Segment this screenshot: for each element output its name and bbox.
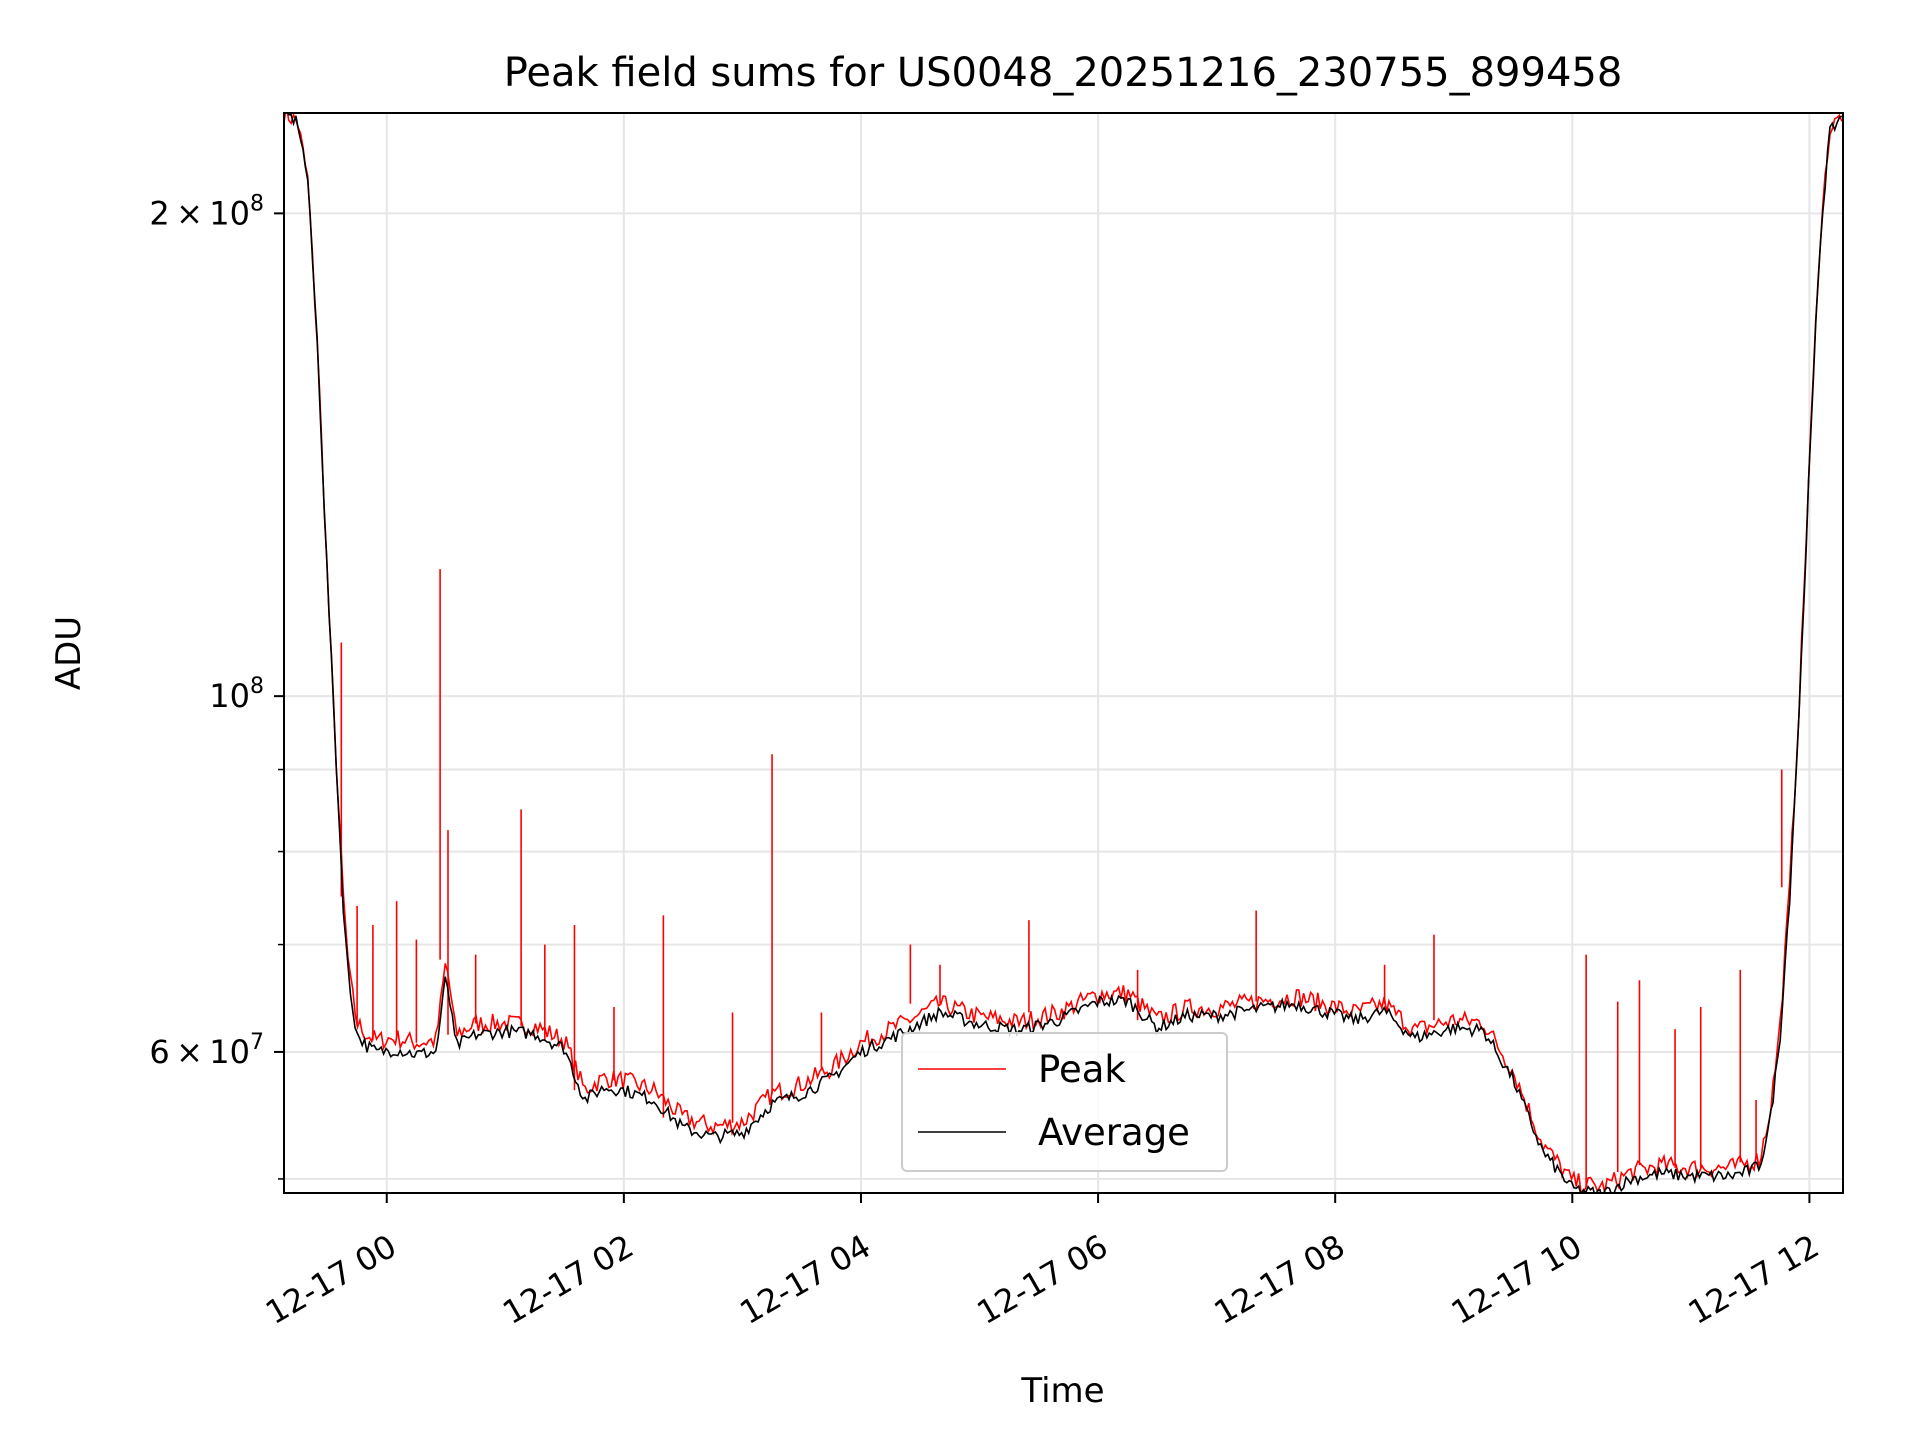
legend-average-label: Average [1038, 1111, 1190, 1154]
y-tick-label: 6 × 107 [149, 1030, 264, 1071]
grid [284, 113, 1843, 1193]
legend-box [901, 1032, 1228, 1172]
legend-peak-label: Peak [1038, 1048, 1126, 1091]
chart-title: Peak field sums for US0048_20251216_2307… [504, 50, 1623, 96]
y-tick-label: 108 [209, 674, 264, 715]
y-axis-label: ADU [49, 616, 89, 690]
y-axis: 2 × 108 108 6 × 107 [149, 191, 284, 1180]
x-axis-label: Time [1020, 1371, 1104, 1411]
plot-frame [283, 112, 1844, 1194]
y-tick-label: 2 × 108 [149, 191, 264, 232]
legend: Peak Average [901, 1032, 1228, 1172]
